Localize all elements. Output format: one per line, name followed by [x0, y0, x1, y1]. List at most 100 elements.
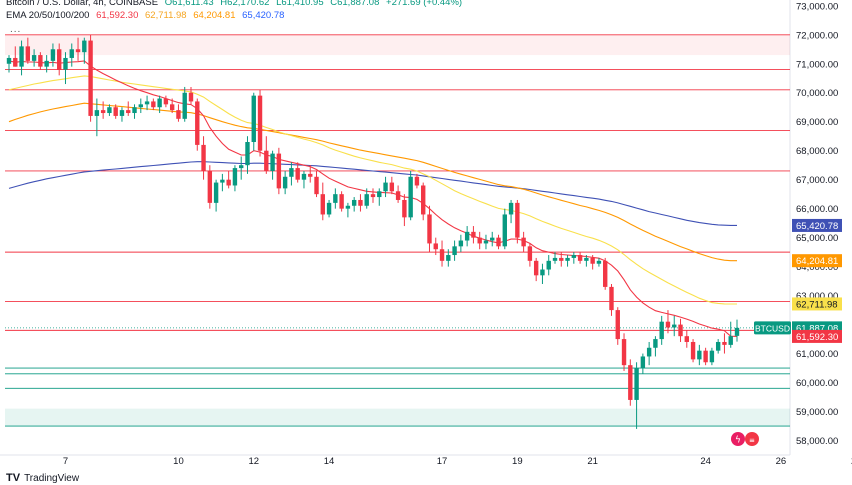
- candle-body: [552, 257, 558, 261]
- y-tick-label: 71,000.00: [796, 59, 838, 70]
- candle-body: [63, 57, 68, 70]
- ema200-value: 65,420.78: [242, 10, 285, 21]
- candle-body: [251, 95, 256, 143]
- tradingview-logo-icon: TV: [6, 472, 21, 484]
- candle-body: [672, 324, 677, 328]
- candle-body: [421, 185, 426, 215]
- price-tag: [792, 297, 842, 311]
- y-tick-label: 70,000.00: [796, 88, 838, 99]
- candle-body: [653, 339, 658, 348]
- svg-text:ϟ: ϟ: [735, 436, 741, 446]
- x-tick-label: 21: [587, 456, 598, 467]
- candle-body: [226, 179, 231, 186]
- candle-body: [19, 46, 24, 67]
- candle-body: [119, 110, 125, 116]
- candle-body: [308, 173, 313, 177]
- y-tick-label: 65,000.00: [796, 233, 838, 244]
- candle-body: [628, 365, 633, 400]
- y-tick-label: 63,000.00: [796, 291, 838, 302]
- candle-body: [264, 150, 269, 171]
- y-tick-label: 64,000.00: [796, 262, 838, 273]
- candle-body: [13, 57, 18, 67]
- candle-body: [697, 350, 702, 360]
- candle-body: [446, 255, 451, 261]
- ohlc-change: +271.69 (+0.44%): [386, 0, 463, 8]
- candle-body: [270, 153, 275, 171]
- candle-body: [634, 368, 639, 400]
- candle-body: [596, 260, 602, 264]
- candle-body: [527, 246, 533, 261]
- y-tick-label: 72,000.00: [796, 30, 838, 41]
- candle-body: [370, 194, 376, 198]
- candle-body: [57, 49, 62, 70]
- candle-body: [408, 176, 413, 218]
- candle-body: [282, 176, 288, 189]
- y-tick-label: 68,000.00: [796, 146, 838, 157]
- candle-body: [471, 231, 476, 238]
- price-tag-symbol: [754, 321, 791, 335]
- ema200-line: [8, 161, 737, 226]
- candle-body: [69, 49, 74, 58]
- candle-body: [169, 104, 175, 111]
- candle-body: [621, 339, 627, 366]
- candle-body: [38, 55, 43, 67]
- y-tick-label: 69,000.00: [796, 117, 838, 128]
- candle-body: [295, 168, 300, 180]
- ohlc-open: O61,611.43: [164, 0, 214, 8]
- candle-body: [239, 165, 244, 169]
- price-tag-value: 61,592.30: [796, 332, 838, 343]
- candle-body: [678, 324, 683, 337]
- candle-body: [157, 98, 162, 108]
- ema50-line: [8, 75, 737, 305]
- candle-body: [320, 194, 325, 215]
- candle-body: [734, 327, 740, 336]
- candle-body: [383, 182, 388, 192]
- x-tick-label: 7: [63, 456, 68, 467]
- candle-body: [94, 110, 100, 116]
- candle-body: [6, 57, 12, 64]
- x-tick-label: 10: [173, 456, 184, 467]
- lightning-icon[interactable]: [731, 432, 745, 446]
- candle-body: [496, 237, 501, 247]
- x-tick-label: 26: [776, 456, 787, 467]
- candle-body: [615, 310, 620, 340]
- candle-body: [213, 182, 219, 203]
- candle-body: [113, 107, 118, 116]
- ema100-value: 64,204.81: [193, 10, 236, 21]
- candle-body: [333, 194, 338, 203]
- price-tag: [792, 254, 842, 268]
- candle-body: [533, 260, 539, 276]
- candle-body: [377, 191, 382, 198]
- candle-body: [245, 142, 250, 166]
- candle-body: [188, 92, 194, 102]
- candle-body: [326, 202, 332, 215]
- candle-body: [207, 170, 213, 203]
- candle-body: [490, 237, 495, 241]
- candle-body: [665, 321, 671, 328]
- candle-body: [515, 202, 520, 238]
- y-tick-label: 61,000.00: [796, 349, 838, 360]
- candle-body: [364, 194, 369, 206]
- candle-body: [559, 257, 564, 261]
- candle-body: [508, 202, 514, 215]
- candle-body: [584, 257, 589, 261]
- ema-legend[interactable]: EMA 20/50/100/200 61,592.30 62,711.98 64…: [6, 10, 288, 21]
- candle-body: [339, 194, 344, 209]
- candle-body: [301, 173, 307, 180]
- more-options-icon[interactable]: ...: [10, 24, 22, 35]
- y-tick-label: 73,000.00: [796, 1, 838, 12]
- candle-body: [389, 182, 395, 192]
- flag-icon[interactable]: [745, 432, 759, 446]
- candle-body: [220, 179, 225, 183]
- x-tick-label: 24: [700, 456, 711, 467]
- candle-body: [107, 107, 112, 114]
- candle-body: [163, 98, 169, 105]
- candle-body: [151, 101, 156, 108]
- candle-body: [577, 255, 583, 261]
- candle-body: [182, 92, 187, 119]
- y-tick-label: 60,000.00: [796, 378, 838, 389]
- candle-body: [590, 257, 595, 264]
- tradingview-logo[interactable]: TV TradingView: [6, 472, 79, 484]
- candle-body: [640, 356, 646, 369]
